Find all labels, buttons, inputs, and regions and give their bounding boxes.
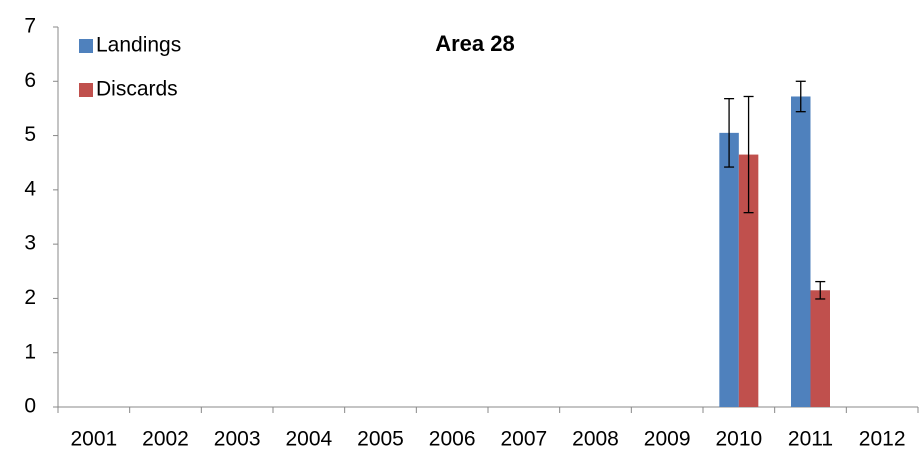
bar — [791, 96, 811, 407]
x-tick-label: 2005 — [357, 428, 404, 451]
bar — [738, 154, 759, 407]
x-tick-label: 2007 — [500, 428, 547, 451]
x-tick-label: 2008 — [572, 428, 619, 451]
x-tick-label: 2010 — [715, 428, 762, 451]
bar — [810, 290, 830, 407]
error-bar — [743, 95, 754, 214]
y-tick-label: 3 — [24, 232, 36, 255]
y-tick-label: 7 — [24, 15, 36, 38]
x-tick-label: 2003 — [214, 428, 261, 451]
y-tick-label: 1 — [24, 340, 36, 363]
x-tick-label: 2002 — [142, 428, 189, 451]
y-tick-label: 4 — [24, 177, 36, 200]
x-tick-label: 2001 — [70, 428, 117, 451]
chart-title: Area 28 — [435, 31, 515, 56]
bar — [719, 132, 739, 407]
legend-label: Landings — [96, 34, 181, 57]
y-tick-label: 5 — [24, 123, 36, 146]
legend-swatch — [79, 39, 93, 53]
y-tick-label: 6 — [24, 69, 36, 92]
y-tick-label: 2 — [24, 286, 36, 309]
x-tick-label: 2004 — [285, 428, 332, 451]
x-tick-label: 2011 — [788, 428, 833, 451]
y-tick-label: 0 — [24, 395, 36, 418]
error-bar — [795, 80, 806, 113]
error-bar — [815, 280, 826, 300]
x-tick-label: 2012 — [859, 428, 906, 451]
x-tick-label: 2009 — [644, 428, 691, 451]
error-bar — [724, 98, 735, 168]
legend-swatch — [79, 83, 93, 97]
legend-label: Discards — [96, 78, 178, 101]
x-tick-label: 2006 — [429, 428, 476, 451]
